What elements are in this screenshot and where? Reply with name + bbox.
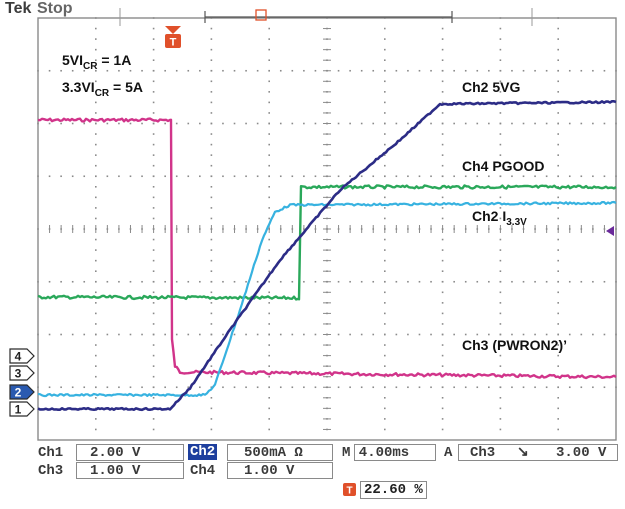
trigger-position-percent: 22.60 % [360, 481, 427, 499]
trigger-level-icon[interactable] [606, 226, 614, 236]
ch3-marker-label: 3 [15, 367, 22, 381]
trigger-box[interactable] [458, 444, 618, 461]
ch2-scale-box[interactable] [227, 444, 333, 461]
timebase-box [354, 444, 436, 461]
label-ch2-i3v3: Ch2 I3.3V [472, 208, 527, 228]
label-ch4-pgood: Ch4 PGOOD [462, 158, 545, 174]
ch1-scale-value: 2.00 V [90, 445, 141, 461]
trigger-source: Ch3 [470, 445, 496, 461]
label-ch2-5vg: Ch2 5VG [462, 79, 521, 95]
trigger-mode: A [444, 445, 453, 461]
label-ch3-pwron2: Ch3 (PWRON2)’ [462, 337, 567, 353]
record-trigger-icon [255, 9, 267, 21]
ch4-waveform [37, 184, 617, 301]
trigger-slope-icon: ↘ [517, 445, 529, 461]
ch3-scale-value: 1.00 V [90, 463, 141, 479]
ch4-marker-label: 4 [15, 350, 22, 364]
brand-logo: Tek [5, 0, 32, 17]
record-position-bar[interactable] [119, 8, 533, 26]
ch1-scale-box[interactable] [76, 444, 184, 461]
trigger-position-icon[interactable]: T [165, 26, 181, 49]
ch4-marker[interactable] [9, 348, 35, 364]
ch2-marker[interactable] [9, 384, 35, 400]
acquisition-status: Stop [37, 0, 73, 17]
waveforms [37, 100, 617, 412]
graticule-grid [37, 17, 617, 431]
ch1-marker[interactable] [9, 401, 35, 417]
ch4-readout-label: Ch4 [190, 463, 216, 479]
timebase-readout[interactable]: M 4.00ms [342, 445, 410, 461]
ch2-marker-label: 2 [15, 386, 22, 400]
trigger-position-icon-small: T [343, 483, 356, 497]
ch2-current-waveform [37, 200, 617, 398]
ch1-marker-label: 1 [15, 403, 22, 417]
ch3-readout-label: Ch3 [38, 463, 64, 479]
ch2-scale-value: 500mA Ω [244, 445, 303, 461]
ch3-scale-box[interactable] [76, 462, 184, 479]
trigger-level: 3.00 V [556, 445, 607, 461]
annotation-5v-icr: 5VICR = 1A [62, 52, 132, 72]
svg-text:T: T [346, 486, 352, 497]
ch3-marker[interactable] [9, 365, 35, 381]
ch4-scale-value: 1.00 V [244, 463, 295, 479]
ch2-readout-label[interactable]: Ch2 [188, 444, 218, 460]
annotation-3v3-icr: 3.3VICR = 5A [62, 79, 144, 99]
ch4-scale-box[interactable] [227, 462, 333, 479]
ch3-waveform [37, 117, 617, 380]
svg-text:T: T [170, 37, 177, 49]
ch1-readout-label: Ch1 [38, 445, 64, 461]
ch2-5vg-waveform [37, 100, 617, 412]
